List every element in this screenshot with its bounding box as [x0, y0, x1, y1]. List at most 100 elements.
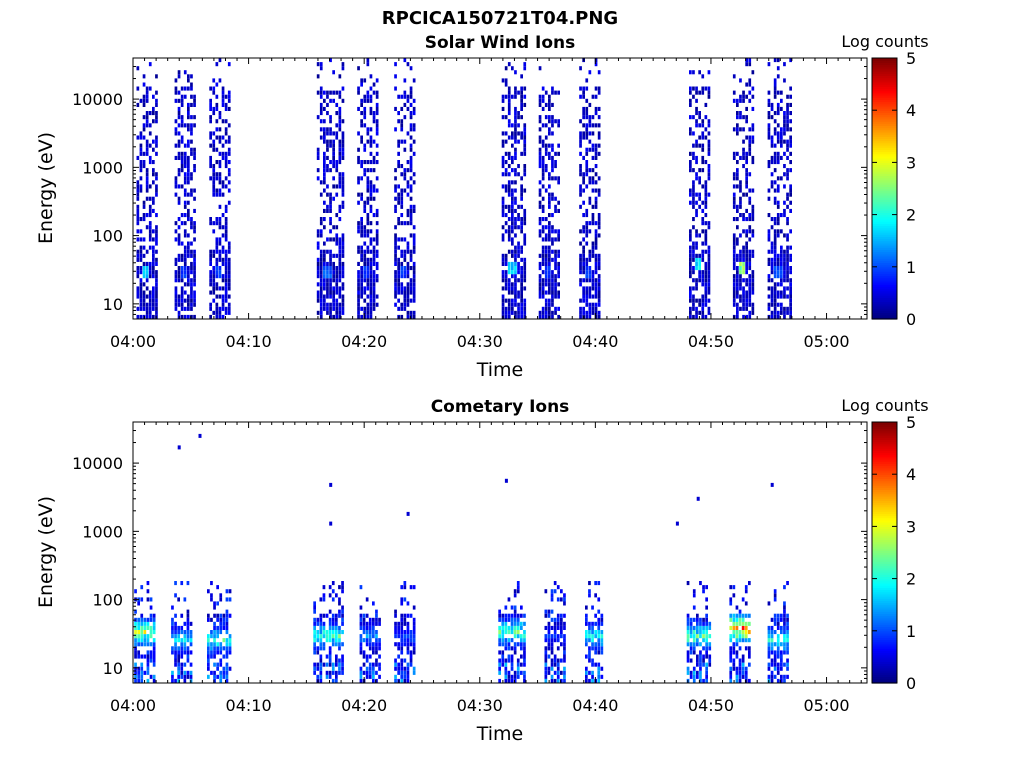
heat-cell — [372, 625, 375, 630]
heat-cell — [400, 196, 404, 201]
heat-cell — [729, 613, 733, 618]
heat-cell — [221, 184, 225, 189]
heat-cell — [507, 188, 511, 193]
heat-cell — [368, 634, 372, 639]
heat-cell — [224, 229, 228, 234]
heat-cell — [776, 625, 780, 630]
colorbar-segment — [872, 225, 897, 229]
heat-cell — [701, 147, 705, 152]
heat-cell — [732, 192, 736, 197]
heat-cell — [770, 630, 774, 635]
heat-cell — [394, 249, 397, 254]
heat-cell — [548, 176, 551, 181]
heat-cell — [732, 176, 736, 181]
heat-cell — [689, 621, 693, 626]
heat-cell — [520, 290, 523, 295]
heat-cell — [207, 658, 210, 663]
heat-cell — [216, 585, 219, 590]
heat-cell — [400, 601, 404, 606]
heat-cell — [507, 249, 511, 254]
heat-cell — [400, 119, 404, 124]
heat-cell — [180, 625, 184, 630]
heat-cell — [397, 290, 400, 295]
heat-cell — [707, 253, 711, 258]
heat-cell — [369, 151, 373, 156]
heat-cell — [773, 286, 777, 291]
colorbar-segment — [872, 316, 897, 320]
heat-cell — [134, 621, 137, 626]
heat-cell — [174, 306, 178, 311]
heat-cell — [548, 310, 551, 315]
colorbar-segment — [872, 62, 897, 66]
heat-cell — [406, 310, 410, 315]
heat-cell — [579, 188, 582, 193]
heat-cell — [704, 115, 708, 120]
heat-cell — [400, 249, 404, 254]
heat-cell — [171, 630, 174, 635]
heat-cell — [224, 139, 228, 144]
heat-cell — [591, 155, 595, 160]
heat-cell — [692, 241, 695, 246]
heat-cell — [360, 249, 363, 254]
heat-cell — [770, 155, 774, 160]
heat-cell — [341, 184, 345, 189]
heat-cell — [319, 249, 323, 254]
heat-cell — [215, 135, 219, 140]
heat-cell — [316, 650, 320, 655]
heat-cell — [140, 638, 144, 643]
heat-cell — [729, 634, 733, 639]
heat-cell — [316, 176, 320, 181]
heat-cell — [394, 609, 397, 614]
heat-cell — [190, 94, 193, 99]
heat-cell — [780, 245, 783, 250]
heat-cell — [190, 86, 193, 91]
heat-cell — [585, 123, 589, 128]
heat-cell — [548, 94, 551, 99]
heat-cell — [335, 593, 338, 598]
heat-cell — [551, 229, 554, 234]
heat-cell — [142, 74, 146, 79]
heat-cell — [550, 650, 554, 655]
heat-cell — [183, 180, 187, 185]
heat-cell — [501, 302, 505, 307]
heat-cell — [372, 621, 375, 626]
heat-cell — [732, 261, 736, 266]
heat-cell — [190, 123, 193, 128]
heat-cell — [588, 270, 592, 275]
heat-cell — [341, 306, 345, 311]
heat-cell — [219, 625, 223, 630]
heat-cell — [357, 314, 360, 319]
heat-cell — [359, 678, 363, 683]
heat-cell — [316, 115, 320, 120]
heat-cell — [588, 302, 592, 307]
heat-cell — [776, 233, 780, 238]
heat-cell — [770, 257, 774, 262]
heat-cell — [748, 217, 752, 222]
heat-cell — [523, 662, 526, 667]
heat-cell — [767, 123, 771, 128]
heat-cell — [773, 666, 777, 671]
heat-cell — [316, 294, 320, 299]
heat-cell — [541, 245, 545, 250]
heat-cell — [372, 642, 375, 647]
heat-cell — [326, 143, 329, 148]
heat-cell — [366, 94, 370, 99]
heat-cell — [145, 310, 149, 315]
heat-cell — [517, 310, 520, 315]
heat-cell — [698, 180, 701, 185]
heat-cell — [316, 261, 320, 266]
heat-cell — [319, 261, 323, 266]
heat-cell — [751, 204, 755, 209]
heat-cell — [504, 605, 508, 610]
heat-cell — [517, 253, 520, 258]
heat-cell — [591, 306, 595, 311]
heat-cell — [548, 257, 551, 262]
colorbar-segment — [872, 569, 897, 573]
heat-cell — [180, 274, 184, 279]
heat-cell — [180, 257, 184, 262]
heat-cell — [597, 225, 601, 230]
heat-cell — [702, 662, 705, 667]
heat-cell — [582, 310, 585, 315]
heat-cell — [541, 310, 545, 315]
